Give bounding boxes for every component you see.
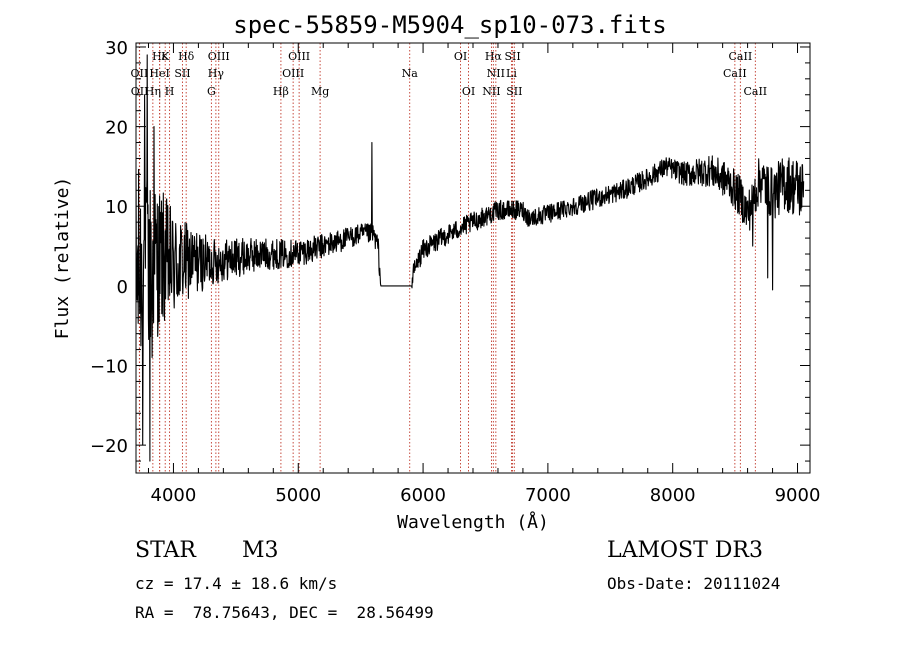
- spectral-line-label: OI: [454, 50, 467, 63]
- spectrum-series: [135, 54, 805, 462]
- spectral-line-label: OII: [131, 85, 149, 98]
- spectral-line-label: Hδ: [178, 50, 195, 63]
- spectral-line-label: Hα: [485, 50, 503, 63]
- spectral-line-label: Na: [402, 67, 419, 80]
- y-tick-label: −20: [90, 436, 128, 457]
- x-tick-label: 5000: [275, 485, 321, 506]
- spectral-line-label: G: [207, 85, 216, 98]
- x-tick-label: 4000: [151, 485, 197, 506]
- y-tick-label: 10: [105, 197, 128, 218]
- x-tick-label: 8000: [650, 485, 696, 506]
- x-axis-label: Wavelength (Å): [397, 511, 549, 533]
- spectral-line-label: OIII: [208, 50, 230, 63]
- spectral-line-label: SII: [174, 67, 190, 80]
- spectral-line-label: SII: [504, 50, 520, 63]
- chart-title: spec-55859-M5904_sp10-073.fits: [233, 11, 666, 39]
- spectral-line-label: OII: [131, 67, 149, 80]
- spectral-line-label: NII: [482, 85, 500, 98]
- spectral-line-label: Mg: [311, 85, 329, 98]
- spectral-line-label: OIII: [282, 67, 304, 80]
- spectral-line-label: CaII: [743, 85, 767, 98]
- y-tick-label: 0: [117, 277, 128, 298]
- object-class: STAR: [135, 538, 196, 563]
- x-tick-label: 7000: [525, 485, 571, 506]
- spectral-line-label: Li: [506, 67, 517, 80]
- spectral-line-label: Hε: [152, 50, 168, 63]
- redshift-readout: cz = 17.4 ± 18.6 km/s: [135, 574, 338, 593]
- obs-date: Obs-Date: 20111024: [607, 574, 781, 593]
- spectral-line-label: CaII: [729, 50, 753, 63]
- survey-name: LAMOST DR3: [607, 538, 763, 563]
- spectral-line-label: OI: [462, 85, 475, 98]
- y-axis-label: Flux (relative): [52, 177, 73, 340]
- y-tick-label: 30: [105, 38, 128, 59]
- object-subclass: M3: [242, 538, 279, 563]
- x-tick-label: 9000: [775, 485, 821, 506]
- spectral-line-label: H: [165, 85, 175, 98]
- spectral-line-label: Hη: [145, 85, 161, 98]
- spectral-line-label: K: [161, 50, 170, 63]
- spectral-line-label: OIII: [288, 50, 310, 63]
- spectral-line-label: HeI: [149, 67, 169, 80]
- coordinates-readout: RA = 78.75643, DEC = 28.56499: [135, 603, 434, 622]
- spectral-line-label: Hγ: [208, 67, 225, 80]
- x-tick-label: 6000: [400, 485, 446, 506]
- spectral-line-label: SII: [506, 85, 522, 98]
- spectral-line-label: NII: [487, 67, 505, 80]
- y-tick-label: −10: [90, 357, 128, 378]
- y-tick-label: 20: [105, 118, 128, 139]
- spectral-line-label: Hβ: [273, 85, 289, 98]
- spectral-line-label: CaII: [723, 67, 747, 80]
